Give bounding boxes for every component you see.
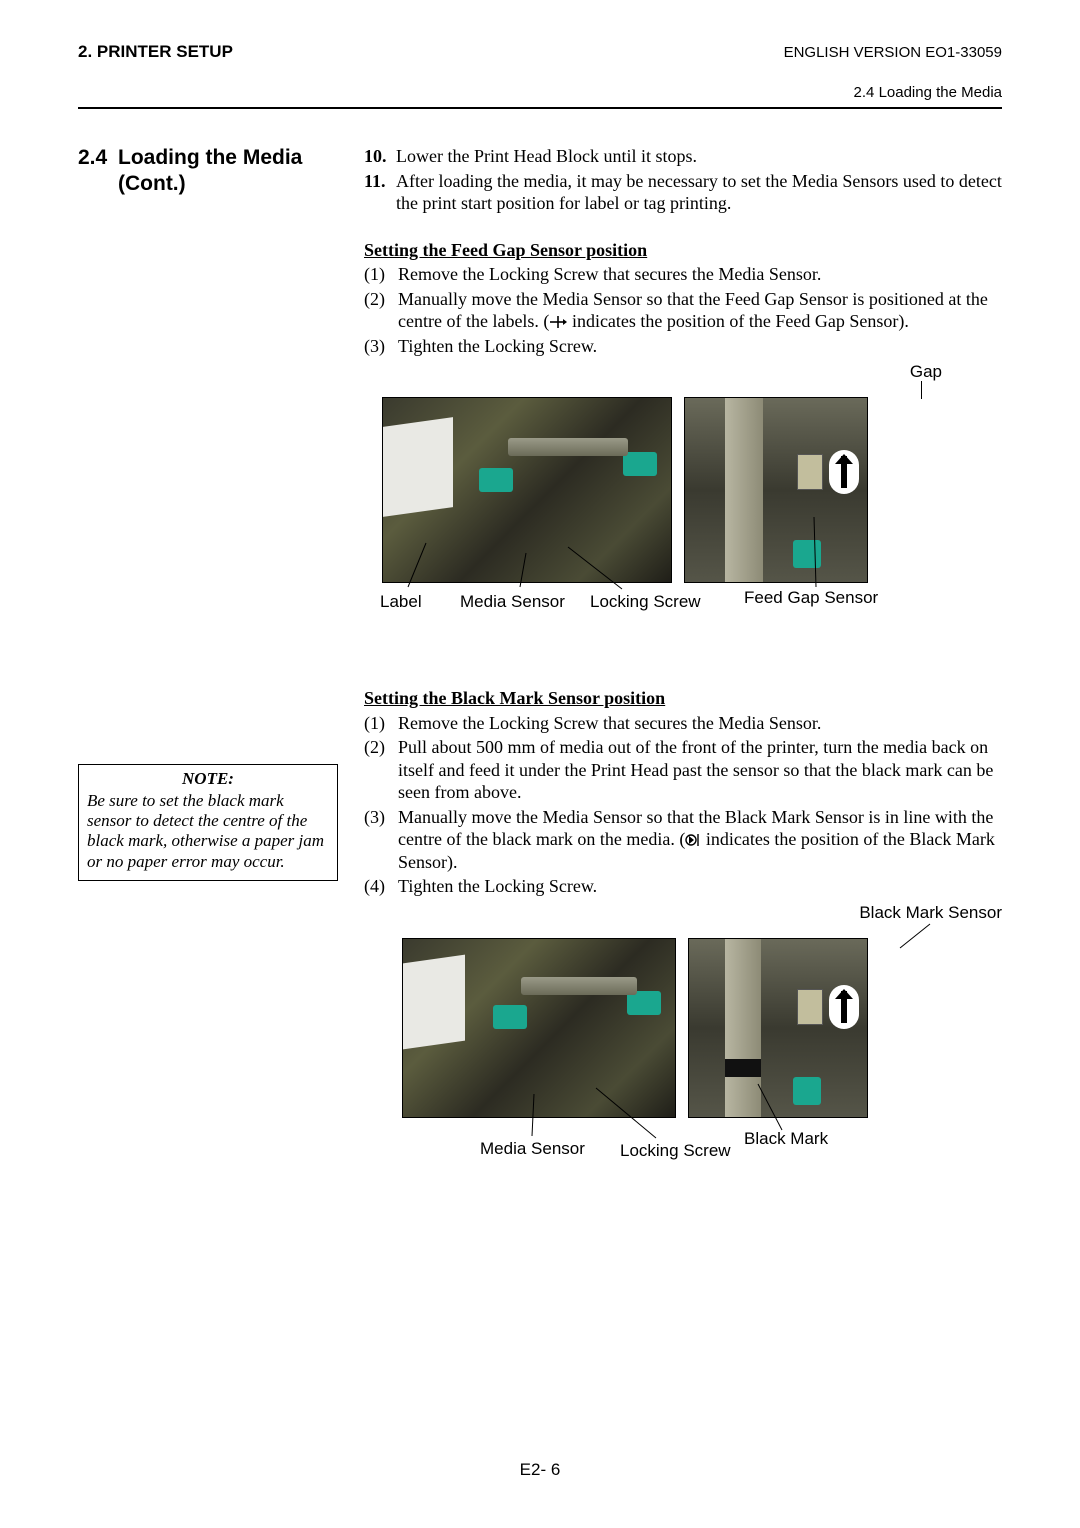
- feed-gap-steps: (1) Remove the Locking Screw that secure…: [364, 263, 1002, 357]
- label-black-mark-sensor: Black Mark Sensor: [859, 902, 1002, 923]
- step-number: 11.: [364, 170, 396, 215]
- feed-gap-heading: Setting the Feed Gap Sensor position: [364, 239, 1002, 262]
- step-text: After loading the media, it may be neces…: [396, 170, 1002, 215]
- header-version: ENGLISH VERSION EO1-33059: [784, 44, 1002, 61]
- page-header: 2. PRINTER SETUP ENGLISH VERSION EO1-330…: [78, 42, 1002, 62]
- header-rule: [78, 107, 1002, 109]
- up-down-arrow-icon: [829, 985, 859, 1029]
- label-media-sensor-2: Media Sensor: [480, 1138, 585, 1159]
- label-gap: Gap: [910, 361, 942, 382]
- note-box: NOTE: Be sure to set the black mark sens…: [78, 764, 338, 882]
- step-text: Lower the Print Head Block until it stop…: [396, 145, 697, 168]
- bm-step-3: (3) Manually move the Media Sensor so th…: [364, 806, 1002, 874]
- up-down-arrow-icon: [829, 450, 859, 494]
- feed-gap-photo-detail: [684, 397, 868, 583]
- feed-gap-photo-main: [382, 397, 672, 583]
- black-mark-photo-main: [402, 938, 676, 1118]
- label-media-sensor: Media Sensor: [460, 591, 565, 612]
- section-number: 2.4: [78, 145, 118, 171]
- feed-gap-step-1: (1) Remove the Locking Screw that secure…: [364, 263, 1002, 286]
- black-mark-steps: (1) Remove the Locking Screw that secure…: [364, 712, 1002, 898]
- step-10: 10. Lower the Print Head Block until it …: [364, 145, 1002, 168]
- label-black-mark: Black Mark: [744, 1128, 828, 1149]
- main-content: 2.4Loading the Media (Cont.) NOTE: Be su…: [78, 145, 1002, 1178]
- page-number: E2- 6: [0, 1460, 1080, 1480]
- label-locking-screw: Locking Screw: [590, 591, 701, 612]
- bm-step-1: (1) Remove the Locking Screw that secure…: [364, 712, 1002, 735]
- section-title-2: (Cont.): [118, 172, 186, 195]
- label-label: Label: [380, 591, 422, 612]
- step-11: 11. After loading the media, it may be n…: [364, 170, 1002, 215]
- left-column: 2.4Loading the Media (Cont.) NOTE: Be su…: [78, 145, 338, 1178]
- leader-line: [921, 381, 922, 399]
- bm-step-4: (4) Tighten the Locking Screw.: [364, 875, 1002, 898]
- header-section: 2.4 Loading the Media: [78, 84, 1002, 101]
- label-locking-screw-2: Locking Screw: [620, 1140, 731, 1161]
- black-mark-photo-detail: [688, 938, 868, 1118]
- black-mark-figure: Black Mark Sensor: [364, 908, 1002, 1168]
- feed-gap-step-3: (3) Tighten the Locking Screw.: [364, 335, 1002, 358]
- header-chapter: 2. PRINTER SETUP: [78, 42, 233, 62]
- main-steps-list: 10. Lower the Print Head Block until it …: [364, 145, 1002, 215]
- note-body: Be sure to set the black mark sensor to …: [87, 791, 329, 873]
- black-mark-heading: Setting the Black Mark Sensor position: [364, 687, 1002, 710]
- bm-step-2: (2) Pull about 500 mm of media out of th…: [364, 736, 1002, 804]
- black-mark-symbol-icon: [685, 829, 701, 849]
- feed-gap-symbol-icon: [549, 311, 567, 331]
- step-number: 10.: [364, 145, 396, 168]
- feed-gap-figure: Gap: [364, 367, 1002, 617]
- feed-gap-step-2: (2) Manually move the Media Sensor so th…: [364, 288, 1002, 333]
- note-title: NOTE:: [87, 769, 329, 789]
- section-heading: 2.4Loading the Media (Cont.): [78, 145, 338, 198]
- right-column: 10. Lower the Print Head Block until it …: [364, 145, 1002, 1178]
- label-feed-gap-sensor: Feed Gap Sensor: [744, 587, 878, 608]
- section-title-1: Loading the Media: [118, 146, 302, 169]
